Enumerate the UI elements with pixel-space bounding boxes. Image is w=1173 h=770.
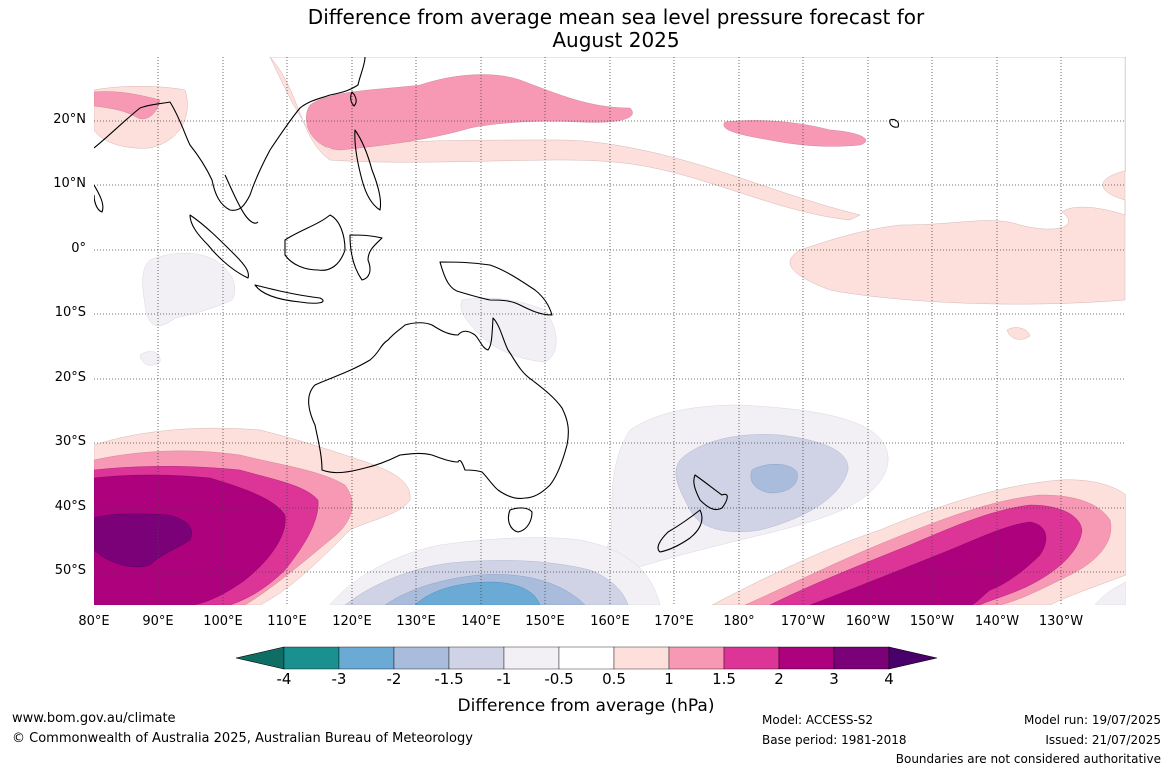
coast-asia-mainland [94, 57, 366, 211]
lat-label: 0° [71, 241, 86, 256]
lon-label: 130°E [396, 614, 436, 629]
lon-label: 100°E [203, 614, 243, 629]
colorbar-tick: -2 [386, 670, 402, 688]
footer-model: Model: ACCESS-S2 [762, 713, 874, 727]
colorbar [235, 646, 938, 670]
colorbar-tick: -0.5 [544, 670, 574, 688]
lon-label: 170°E [654, 614, 694, 629]
footer-copyright: © Commonwealth of Australia 2025, Austra… [12, 731, 473, 746]
colorbar-tick: -3 [331, 670, 347, 688]
field-small-negative [139, 351, 161, 366]
colorbar-segment [283, 646, 340, 670]
colorbar-segment [558, 646, 615, 670]
field-se-pacific-strong [809, 521, 1047, 605]
lon-label: 160°W [845, 614, 891, 629]
title-line-2: August 2025 [552, 28, 680, 52]
colorbar-tick: 0.5 [602, 670, 626, 688]
field-bay-of-bengal-mid [94, 91, 161, 120]
field-coral-sea-negative [460, 297, 557, 363]
footer-website: www.bom.gov.au/climate [12, 711, 176, 726]
coast-sulawesi [349, 234, 383, 281]
coast-borneo [284, 214, 346, 271]
field-corner-negative [1094, 581, 1126, 605]
lon-label: 140°W [974, 614, 1020, 629]
coast-tasmania [507, 507, 533, 533]
lat-label: 30°S [54, 434, 86, 449]
colorbar-tick: -1.5 [434, 670, 464, 688]
coast-south-island-nz [657, 509, 703, 553]
footer-base-period: Base period: 1981-2018 [762, 733, 907, 747]
colorbar-segment [613, 646, 670, 670]
lon-label: 90°E [142, 614, 174, 629]
colorbar-segment [668, 646, 725, 670]
lat-label: 40°S [54, 499, 86, 514]
colorbar-segment [723, 646, 780, 670]
coast-philippines [354, 129, 382, 211]
field-indian-ocean-negative [142, 253, 236, 326]
coast-australia [308, 317, 569, 499]
colorbar-tick: -4 [276, 670, 292, 688]
field-south-indian-max [94, 513, 192, 568]
coast-new-guinea [439, 261, 553, 316]
colorbar-segment [448, 646, 505, 670]
lon-label: 170°W [780, 614, 826, 629]
lat-label: 10°N [53, 176, 86, 191]
lat-label: 20°S [54, 370, 86, 385]
lat-label: 20°N [53, 112, 86, 127]
coastlines [94, 57, 899, 553]
lat-label: 10°S [54, 305, 86, 320]
colorbar-extend-min [235, 646, 285, 670]
coast-taiwan [350, 91, 357, 107]
coast-hawaii [889, 118, 899, 128]
field-north-band-mid [306, 74, 633, 151]
colorbar-label: Difference from average (hPa) [457, 696, 715, 716]
colorbar-segment [503, 646, 560, 670]
colorbar-extend-max [888, 646, 938, 670]
colorbar-tick: 2 [774, 670, 784, 688]
coast-java [254, 284, 324, 304]
field-north-pacific-mid [723, 120, 867, 147]
field-tasman-negative-core [750, 464, 798, 494]
lon-label: 110°E [267, 614, 307, 629]
coast-north-island-nz [693, 474, 728, 511]
lon-label: 130°W [1038, 614, 1084, 629]
lon-label: 140°E [461, 614, 501, 629]
lon-label: 160°E [590, 614, 630, 629]
footer-model-run: Model run: 19/07/2025 [1023, 713, 1161, 727]
map-title: Difference from average mean sea level p… [0, 6, 1173, 52]
coast-malaya [224, 174, 259, 224]
field-small-positive [1006, 327, 1031, 340]
lon-label: 150°E [525, 614, 565, 629]
colorbar-tick: 1.5 [712, 670, 736, 688]
coast-india-tip [94, 184, 104, 213]
lon-label: 180° [723, 614, 755, 629]
colorbar-segment [833, 646, 890, 670]
colorbar-segment [338, 646, 395, 670]
lon-label: 120°E [332, 614, 372, 629]
graticule [94, 57, 1126, 605]
colorbar-tick: -1 [496, 670, 512, 688]
footer-disclaimer: Boundaries are not considered authoritat… [895, 752, 1161, 766]
lon-label: 80°E [78, 614, 110, 629]
anomaly-fields [94, 57, 1126, 605]
field-south-australia-negative-core [414, 581, 541, 605]
footer-issued: Issued: 21/07/2025 [1045, 733, 1161, 747]
title-line-1: Difference from average mean sea level p… [307, 5, 925, 29]
lon-label: 150°W [909, 614, 955, 629]
colorbar-segment [393, 646, 450, 670]
colorbar-segment [778, 646, 835, 670]
coast-sumatra [189, 214, 249, 279]
colorbar-tick: 1 [664, 670, 674, 688]
colorbar-tick: 3 [829, 670, 839, 688]
lat-label: 50°S [54, 563, 86, 578]
colorbar-tick: 4 [884, 670, 894, 688]
